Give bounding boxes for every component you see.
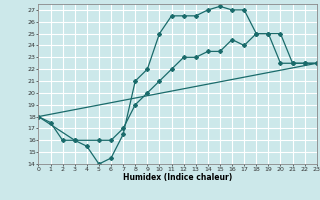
X-axis label: Humidex (Indice chaleur): Humidex (Indice chaleur) [123, 173, 232, 182]
